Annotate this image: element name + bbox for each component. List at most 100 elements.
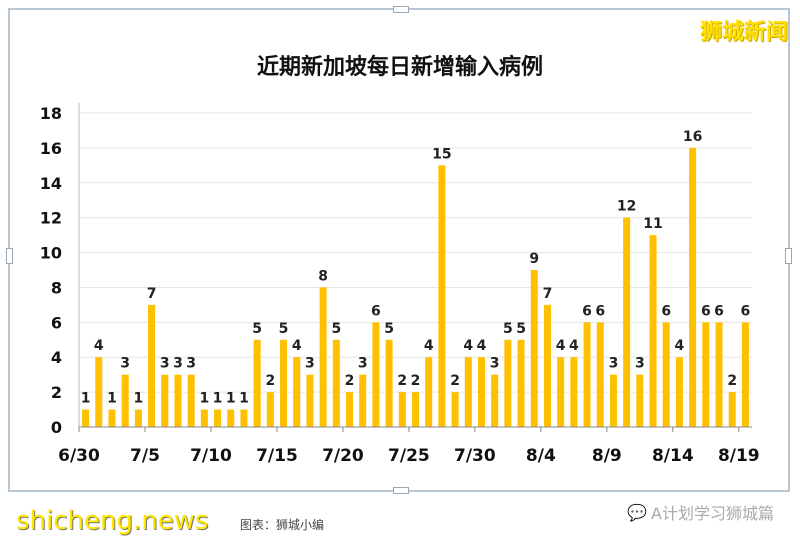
resize-handle-top[interactable] [393, 6, 409, 13]
data-label: 6 [661, 303, 671, 319]
data-label: 15 [432, 146, 451, 162]
x-tick-label: 8/19 [718, 446, 760, 466]
bar [464, 357, 472, 427]
data-label: 3 [635, 356, 645, 372]
bar [623, 217, 631, 427]
image-frame [6, 6, 792, 494]
bar [715, 322, 723, 427]
data-label: 16 [683, 129, 702, 145]
data-label: 5 [252, 321, 262, 337]
bar [359, 374, 367, 427]
data-label: 4 [477, 338, 487, 354]
bar [543, 304, 551, 427]
bar [161, 374, 169, 427]
data-label: 5 [279, 321, 289, 337]
data-label: 5 [503, 321, 513, 337]
data-label: 3 [305, 356, 315, 372]
bar [187, 374, 195, 427]
bar [266, 392, 274, 427]
data-label: 6 [701, 303, 711, 319]
bar [200, 409, 208, 427]
data-label: 6 [371, 303, 381, 319]
wechat-watermark: 💬 A计划学习狮城篇 [627, 500, 774, 524]
bar [741, 322, 749, 427]
data-label: 7 [147, 286, 157, 302]
resize-handle-left[interactable] [6, 248, 13, 264]
data-label: 2 [397, 373, 407, 389]
watermark-top: 狮城新闻 [699, 20, 788, 45]
data-label: 1 [199, 391, 209, 407]
data-label: 11 [643, 216, 662, 232]
y-tick-label: 0 [51, 418, 62, 437]
data-label: 4 [94, 338, 104, 354]
bar [346, 392, 354, 427]
y-tick-label: 4 [51, 348, 62, 367]
bar [438, 165, 446, 428]
bar [530, 270, 538, 427]
bar [253, 339, 261, 427]
bar [477, 357, 485, 427]
bar [702, 322, 710, 427]
x-tick-label: 8/9 [592, 446, 622, 466]
bar [636, 374, 644, 427]
bar [240, 409, 248, 427]
y-tick-label: 6 [51, 313, 62, 332]
data-label: 1 [239, 391, 249, 407]
bar [280, 339, 288, 427]
bar [609, 374, 617, 427]
data-label: 9 [529, 251, 539, 267]
data-label: 4 [292, 338, 302, 354]
bar [385, 339, 393, 427]
data-label: 5 [384, 321, 394, 337]
chart-credit: 图表：狮城小编 [240, 518, 325, 532]
bar [372, 322, 380, 427]
y-tick-label: 18 [40, 104, 62, 123]
data-label: 6 [582, 303, 592, 319]
data-label: 2 [345, 373, 355, 389]
bar [728, 392, 736, 427]
x-tick-label: 8/14 [652, 446, 694, 466]
data-label: 4 [556, 338, 566, 354]
bar [689, 147, 697, 427]
chart-title: 近期新加坡每日新增输入病例 [257, 54, 543, 80]
x-tick-label: 7/20 [322, 446, 364, 466]
data-label: 5 [516, 321, 526, 337]
bar [108, 409, 116, 427]
bar [227, 409, 235, 427]
data-label: 6 [741, 303, 751, 319]
x-tick-label: 7/10 [190, 446, 232, 466]
data-label: 6 [595, 303, 605, 319]
bar [306, 374, 314, 427]
bar [332, 339, 340, 427]
data-label: 1 [134, 391, 144, 407]
resize-handle-right[interactable] [785, 248, 792, 264]
data-label: 5 [331, 321, 341, 337]
data-label: 2 [411, 373, 421, 389]
data-label: 1 [226, 391, 236, 407]
data-label: 2 [450, 373, 460, 389]
bar [570, 357, 578, 427]
x-tick-label: 7/15 [256, 446, 298, 466]
bar [95, 357, 103, 427]
bar [451, 392, 459, 427]
data-label: 4 [675, 338, 685, 354]
y-tick-label: 14 [40, 174, 62, 193]
resize-handle-bottom[interactable] [393, 487, 409, 494]
bar [504, 339, 512, 427]
bar [293, 357, 301, 427]
bar [583, 322, 591, 427]
y-tick-label: 10 [40, 244, 62, 263]
x-tick-label: 6/30 [58, 446, 100, 466]
data-label: 7 [543, 286, 553, 302]
data-label: 4 [424, 338, 434, 354]
data-label: 4 [569, 338, 579, 354]
data-label: 3 [358, 356, 368, 372]
bar [649, 235, 657, 427]
watermark-bottom: shicheng.news [16, 506, 209, 536]
data-label: 3 [160, 356, 170, 372]
data-label: 3 [186, 356, 196, 372]
bar [319, 287, 327, 427]
bar [675, 357, 683, 427]
x-tick-label: 8/4 [526, 446, 556, 466]
